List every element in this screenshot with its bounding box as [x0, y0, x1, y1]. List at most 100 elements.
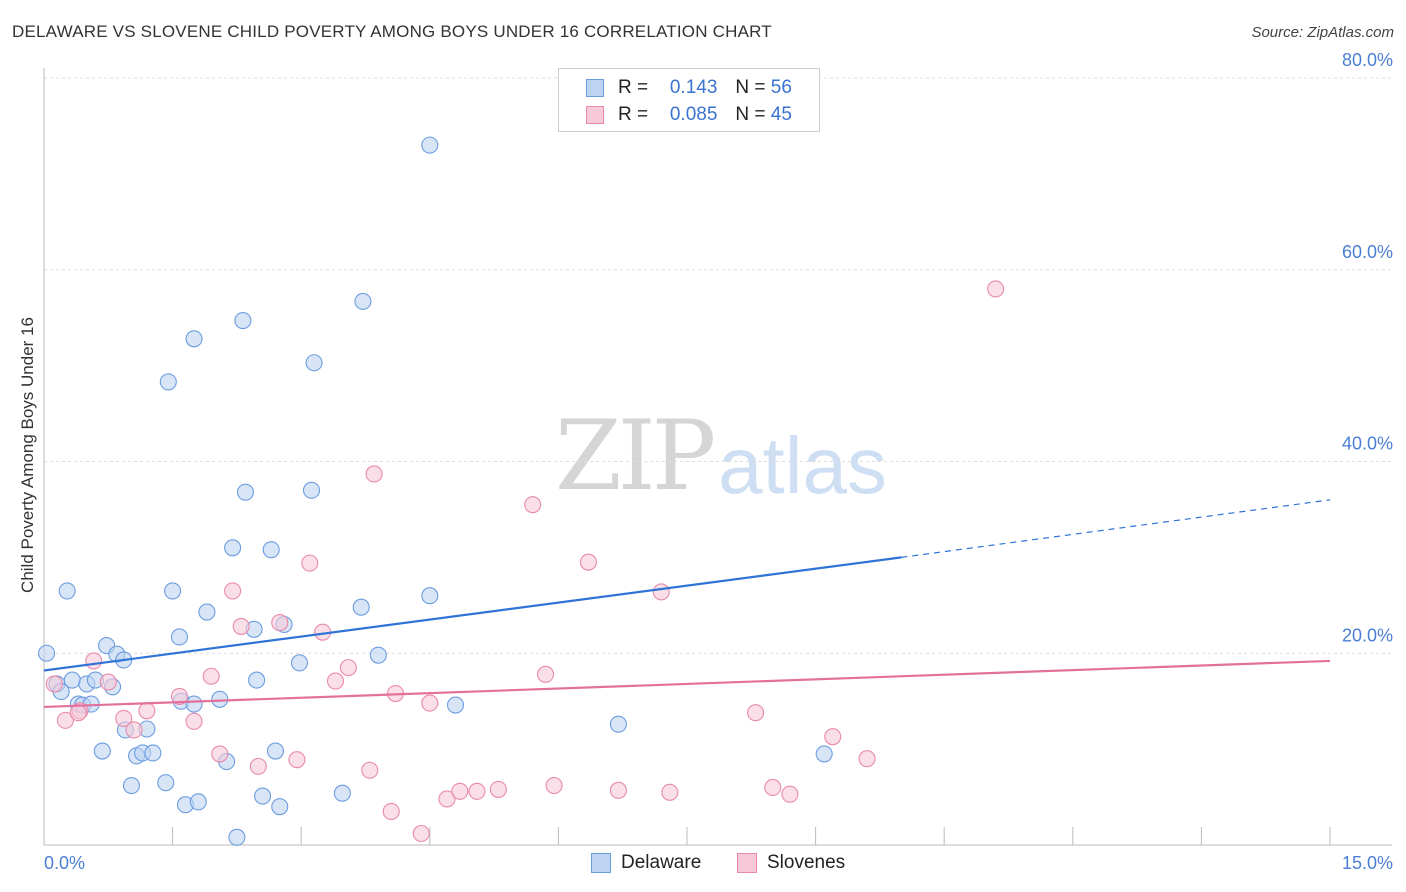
- legend-n-label: N =: [735, 104, 766, 125]
- delaware-point: [302, 481, 321, 499]
- slovenes-point: [524, 496, 542, 514]
- x-tick-label: 0.0%: [44, 853, 85, 873]
- slovenes-point: [301, 554, 319, 572]
- legend-row-slovenes: R = 0.085 N = 45: [559, 102, 792, 128]
- delaware-point: [354, 292, 372, 310]
- slovenes-point: [339, 659, 357, 677]
- delaware-point: [305, 354, 323, 372]
- slovenes-point: [451, 782, 469, 800]
- slovenes-point: [185, 712, 203, 730]
- slovenes-point: [326, 672, 345, 690]
- chart-title: DELAWARE VS SLOVENE CHILD POVERTY AMONG …: [12, 22, 772, 41]
- slovenes-point: [211, 745, 229, 763]
- delaware-point: [815, 745, 833, 763]
- slovenes-point: [652, 583, 670, 601]
- delaware-point: [38, 644, 56, 662]
- slovenes-point: [382, 802, 400, 820]
- delaware-point: [164, 582, 182, 600]
- slovenes-point: [468, 782, 486, 800]
- delaware-point: [262, 541, 280, 559]
- legend-r-value: 0.143: [669, 77, 718, 98]
- delaware-trend-line: [43, 556, 902, 672]
- slovenes-point: [115, 709, 133, 727]
- slovenes-point: [85, 652, 103, 670]
- delaware-point: [122, 777, 140, 795]
- delaware-point: [271, 798, 289, 816]
- delaware-point: [248, 671, 266, 689]
- legend-row-delaware: R = 0.143 N = 56: [559, 75, 792, 101]
- delaware-point: [266, 742, 285, 760]
- delaware-point: [63, 671, 81, 689]
- slovenes-point: [987, 280, 1005, 298]
- watermark-zip: ZIP: [555, 400, 716, 512]
- slovenes-point: [288, 751, 306, 769]
- delaware-point: [333, 784, 351, 802]
- y-tick-label: 80.0%: [1342, 50, 1393, 70]
- slovenes-point: [271, 614, 289, 632]
- y-tick-label: 40.0%: [1342, 434, 1393, 454]
- delaware-point: [369, 646, 387, 664]
- delaware-swatch: [586, 79, 604, 97]
- slovenes-point: [45, 675, 63, 693]
- slovenes-point: [536, 665, 555, 683]
- slovenes-point: [545, 777, 563, 795]
- slovenes-point: [858, 750, 876, 768]
- delaware-point: [228, 828, 246, 846]
- slovenes-point: [56, 711, 74, 729]
- slovenes-point: [412, 824, 430, 843]
- slovenes-trend-line: [43, 659, 1331, 709]
- slovenes-point: [249, 757, 267, 775]
- slovenes-legend-swatch: [737, 853, 757, 873]
- delaware-point: [421, 587, 439, 605]
- slovenes-point: [138, 702, 156, 720]
- legend-item-slovenes: Slovenes: [737, 852, 845, 874]
- series-legend: Delaware Slovenes: [0, 852, 1406, 878]
- slovenes-point: [69, 704, 87, 722]
- slovenes-point: [747, 704, 765, 722]
- slovenes-point: [489, 780, 507, 798]
- slovenes-swatch: [586, 106, 604, 124]
- delaware-point: [446, 696, 465, 714]
- delaware-trend-extension: [901, 499, 1331, 558]
- delaware-point: [159, 373, 177, 391]
- delaware-point: [290, 654, 309, 672]
- legend-r-label: R =: [618, 104, 649, 125]
- legend-r-label: R =: [618, 77, 649, 98]
- slovenes-point: [125, 721, 143, 739]
- delaware-point: [185, 695, 203, 713]
- slovenes-point: [661, 783, 679, 801]
- legend-n-label: N =: [735, 77, 766, 98]
- slovenes-point: [99, 673, 117, 691]
- delaware-point: [189, 793, 207, 811]
- delaware-point: [144, 744, 162, 762]
- delaware-point: [236, 483, 255, 501]
- delaware-point: [421, 136, 439, 154]
- legend-item-label: Slovenes: [767, 852, 846, 873]
- legend-item-delaware: Delaware: [591, 852, 701, 874]
- delaware-point: [185, 330, 203, 348]
- delaware-point: [609, 715, 627, 733]
- delaware-point: [234, 312, 252, 330]
- delaware-point: [211, 690, 229, 708]
- stats-legend: R = 0.143 N = 56 R = 0.085 N = 45: [558, 68, 820, 132]
- slovenes-point: [824, 728, 842, 746]
- slovenes-point: [781, 785, 799, 803]
- slovenes-point: [365, 465, 383, 483]
- legend-n-value: 45: [770, 104, 792, 125]
- x-tick-label: 15.0%: [1342, 853, 1393, 873]
- slovenes-point: [361, 761, 379, 779]
- slovenes-point: [579, 553, 597, 571]
- y-tick-label: 20.0%: [1342, 625, 1393, 645]
- delaware-point: [254, 787, 272, 805]
- slovenes-point: [609, 781, 627, 799]
- delaware-point: [93, 742, 111, 760]
- delaware-point: [224, 539, 242, 557]
- legend-r-value: 0.085: [669, 104, 718, 125]
- slovenes-point: [421, 694, 439, 712]
- slovenes-point: [764, 778, 782, 797]
- legend-n-value: 56: [770, 77, 792, 98]
- slovenes-point: [224, 582, 242, 600]
- legend-item-label: Delaware: [621, 852, 702, 873]
- slovenes-point: [202, 667, 220, 685]
